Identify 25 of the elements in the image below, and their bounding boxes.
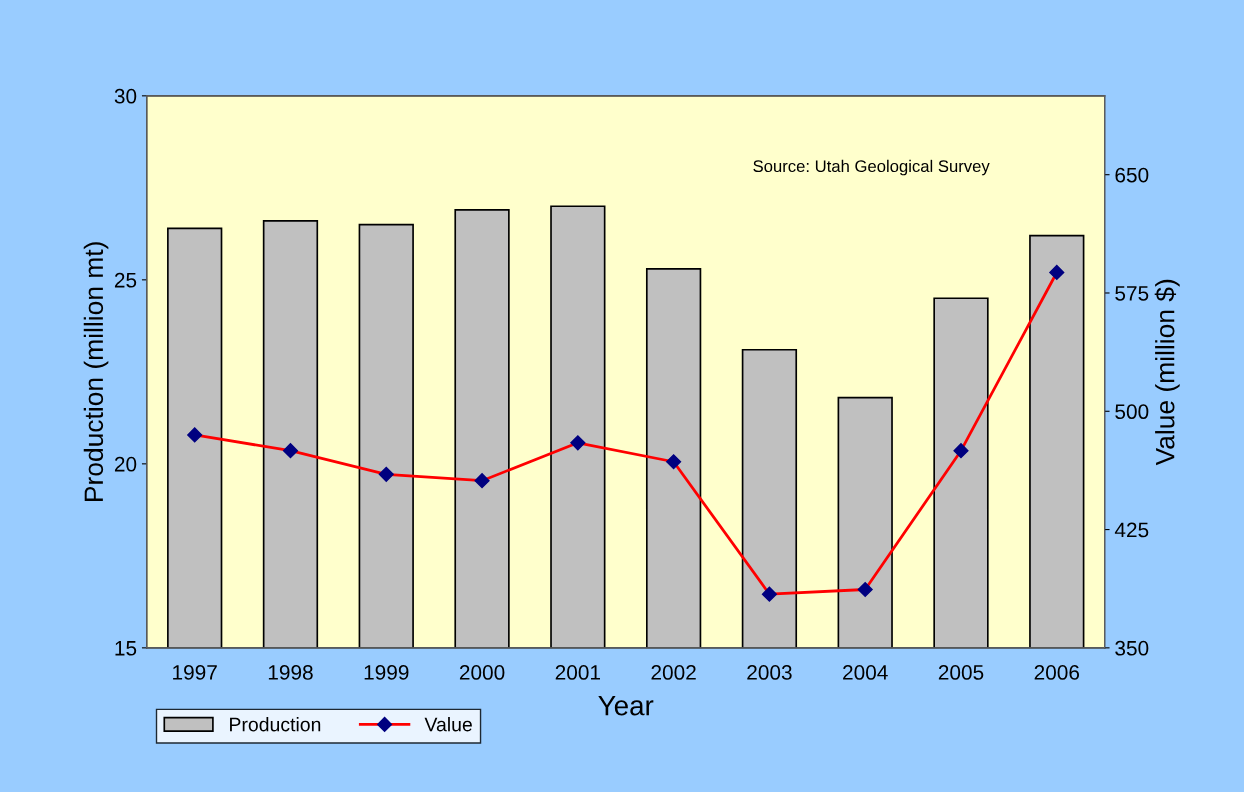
- y-tick-label: 15: [115, 641, 137, 656]
- annotation: Source: Utah Geological Survey: [753, 159, 990, 176]
- legend-label: Production: [230, 717, 321, 732]
- x-tick-label: 2004: [843, 665, 888, 680]
- x-tick-label: 2002: [651, 665, 696, 680]
- y2-tick-label: 575: [1115, 286, 1149, 301]
- legend-label: Value: [424, 717, 472, 732]
- y-tick-label: 20: [114, 456, 137, 472]
- x-tick-label: 2000: [459, 665, 505, 680]
- y2-tick-label: 500: [1115, 404, 1149, 420]
- x-tick-label: 2005: [938, 665, 984, 680]
- x-tick-label: 1997: [173, 665, 217, 680]
- y-axis-title: Production (million mt): [83, 242, 109, 501]
- x-axis-title: Year: [598, 696, 654, 716]
- y2-tick-label: 425: [1114, 522, 1149, 538]
- x-tick-label: 2006: [1034, 665, 1080, 680]
- x-tick-label: 1999: [364, 665, 409, 680]
- y-tick-label: 30: [114, 88, 137, 104]
- y2-axis-title: Value (million $): [1154, 279, 1180, 466]
- y2-tick-label: 650: [1115, 167, 1149, 183]
- x-tick-label: 1998: [268, 665, 313, 680]
- y2-tick-label: 350: [1115, 640, 1149, 656]
- x-tick-label: 2001: [555, 665, 600, 680]
- y-tick-label: 25: [114, 272, 137, 288]
- x-tick-label: 2003: [747, 665, 792, 680]
